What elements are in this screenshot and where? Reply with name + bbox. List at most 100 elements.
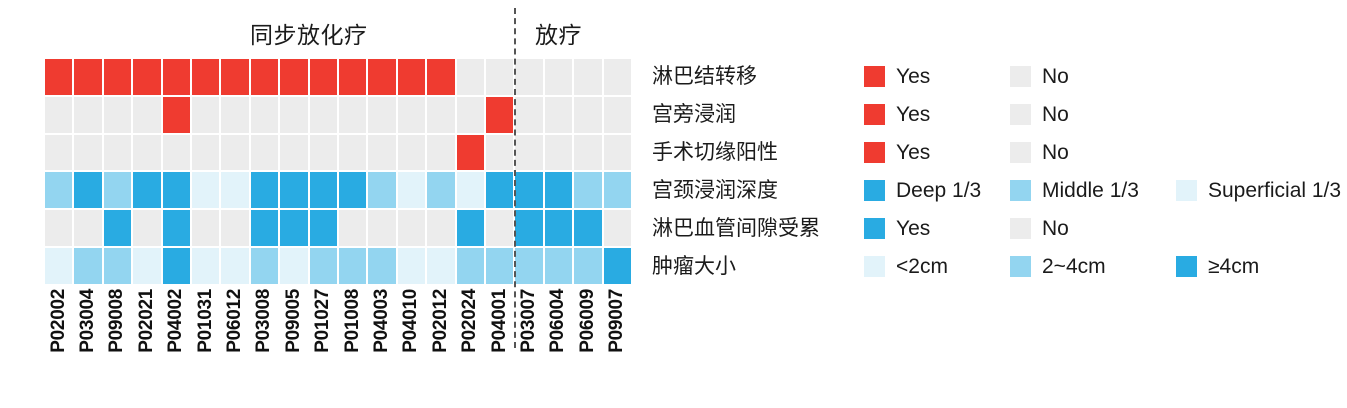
heatmap-cell	[396, 133, 427, 172]
heatmap-cell	[426, 95, 456, 134]
heatmap-cell	[602, 58, 632, 96]
legend-swatch-icon	[864, 217, 885, 239]
heatmap-cell	[279, 58, 309, 96]
heatmap-cell	[367, 133, 397, 172]
heatmap-cell	[455, 95, 485, 134]
heatmap-cell	[190, 171, 221, 210]
column-label-text: P06004	[547, 289, 569, 353]
row-labels-axis: 淋巴结转移 宫旁浸润 手术切缘阳性 宫颈浸润深度 淋巴血管间隙受累 肿瘤大小	[652, 58, 857, 285]
column-label-P09005: P09005	[279, 287, 308, 397]
heatmap-cell	[102, 209, 133, 248]
heatmap-cell	[602, 247, 632, 285]
heatmap-cell	[484, 209, 515, 248]
heatmap-cell	[455, 133, 485, 172]
column-label-P03008: P03008	[250, 287, 279, 397]
column-label-text: P04003	[371, 289, 393, 353]
legend-row: <2cm 2~4cm ≥4cm	[864, 247, 1342, 285]
column-label-P06009: P06009	[573, 287, 602, 397]
legend-label: No	[1042, 103, 1069, 127]
heatmap-cell	[367, 247, 397, 285]
heatmap-cell	[44, 58, 74, 96]
heatmap-cell	[190, 58, 221, 96]
legend-label: No	[1042, 141, 1069, 165]
legend-item: Deep 1/3	[864, 179, 1010, 201]
column-label-text: P01027	[312, 289, 334, 353]
heatmap-cell	[308, 247, 338, 285]
heatmap-cell	[220, 247, 250, 285]
column-labels-axis: P02002 P03004 P09008 P02021 P04002 P01031 P060…	[44, 287, 632, 397]
heatmap-cell	[543, 95, 574, 134]
heatmap-cell	[426, 133, 456, 172]
heatmap-cell	[44, 247, 74, 285]
heatmap-cell	[249, 58, 280, 96]
heatmap-cell	[573, 133, 603, 172]
heatmap-cell	[514, 171, 544, 210]
heatmap-cell	[455, 58, 485, 96]
legend-item: 2~4cm	[1010, 255, 1176, 277]
column-label-text: P09007	[606, 289, 628, 353]
heatmap-cell	[190, 95, 221, 134]
heatmap-cell	[161, 209, 191, 248]
legend-row: Yes No	[864, 209, 1342, 247]
legend-swatch-icon	[864, 104, 885, 126]
heatmap-cell	[279, 133, 309, 172]
row-label: 肿瘤大小	[652, 254, 736, 278]
column-label-P09008: P09008	[103, 287, 132, 397]
heatmap-cell	[73, 171, 103, 210]
legend-label: Yes	[896, 65, 931, 89]
group-header-radiotherapy: 放疗	[535, 22, 582, 48]
legend-label: No	[1042, 216, 1069, 240]
column-label-P02012: P02012	[426, 287, 455, 397]
legend-item: Yes	[864, 216, 1010, 240]
legend-swatch-icon	[1010, 255, 1031, 277]
heatmap-cell	[73, 133, 103, 172]
legend-swatch-icon	[864, 142, 885, 164]
heatmap-cell	[514, 209, 544, 248]
heatmap-cell	[514, 58, 544, 96]
column-label-text: P06009	[576, 289, 598, 353]
legend-label: Yes	[896, 103, 931, 127]
heatmap-cell	[73, 247, 103, 285]
legend-swatch-icon	[1010, 179, 1031, 201]
heatmap-cell	[132, 247, 162, 285]
heatmap-cell	[220, 95, 250, 134]
legend-swatch-icon	[864, 255, 885, 277]
heatmap-cell	[573, 58, 603, 96]
heatmap-cell	[367, 171, 397, 210]
heatmap-cell	[161, 95, 191, 134]
heatmap-cell	[190, 133, 221, 172]
heatmap-cell	[249, 209, 280, 248]
heatmap-cell	[249, 95, 280, 134]
heatmap-cell	[455, 171, 485, 210]
heatmap-cell	[573, 247, 603, 285]
heatmap-cell	[249, 247, 280, 285]
heatmap-cell	[396, 58, 427, 96]
heatmap-cell	[484, 171, 515, 210]
column-label-text: P03008	[253, 289, 275, 353]
column-label-P02024: P02024	[456, 287, 485, 397]
heatmap-cell	[396, 247, 427, 285]
column-label-text: P06012	[224, 289, 246, 353]
heatmap-cell	[102, 247, 133, 285]
heatmap-cell	[190, 247, 221, 285]
heatmap-cell	[161, 133, 191, 172]
legend-item: No	[1010, 216, 1156, 240]
heatmap-cell	[455, 209, 485, 248]
heatmap-cell	[573, 209, 603, 248]
column-label-P06012: P06012	[220, 287, 249, 397]
heatmap-cell	[602, 95, 632, 134]
legend-label: Yes	[896, 216, 931, 240]
heatmap-cell	[249, 133, 280, 172]
heatmap-cell	[543, 171, 574, 210]
legend-label: ≥4cm	[1208, 254, 1260, 278]
legend-swatch-icon	[1010, 66, 1031, 88]
legend-label: No	[1042, 65, 1069, 89]
column-label-P09007: P09007	[603, 287, 632, 397]
column-label-text: P02021	[135, 289, 157, 353]
heatmap-cell	[279, 171, 309, 210]
heatmap-cell	[220, 133, 250, 172]
heatmap-cell	[308, 58, 338, 96]
column-label-text: P02012	[429, 289, 451, 353]
heatmap-cell	[602, 133, 632, 172]
heatmap-cell	[73, 209, 103, 248]
